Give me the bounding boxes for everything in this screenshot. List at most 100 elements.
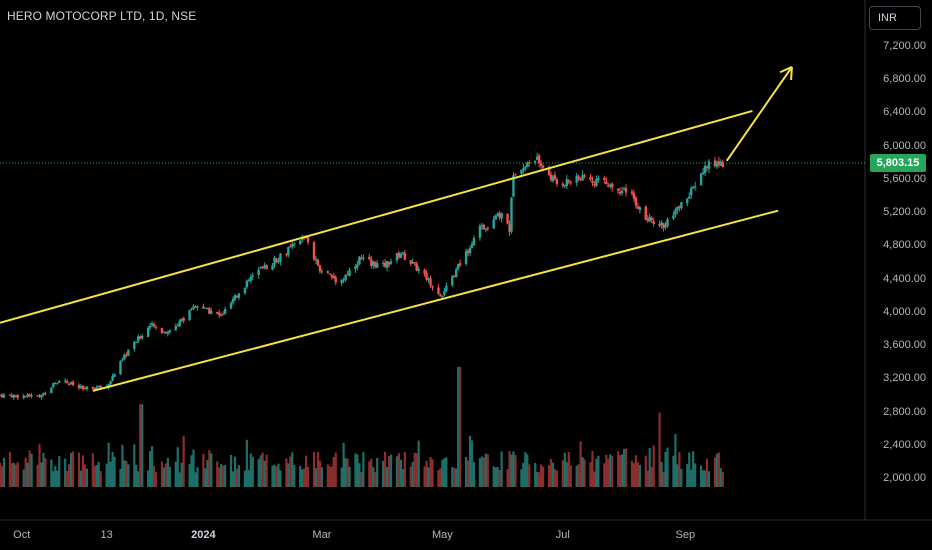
volume-bar <box>320 467 324 487</box>
volume-bar <box>464 456 468 487</box>
volume-bar <box>650 466 653 487</box>
candle <box>0 393 4 399</box>
channel-upper-line[interactable] <box>0 110 753 324</box>
volume-bar <box>721 472 724 487</box>
volume-bar <box>719 468 722 487</box>
candle <box>340 279 343 287</box>
volume-bar <box>593 471 596 487</box>
volume-bar <box>178 472 181 487</box>
volume-bar <box>630 460 634 487</box>
volume-bar <box>160 461 164 487</box>
candle <box>638 205 642 214</box>
candle <box>58 380 61 383</box>
candle <box>652 217 655 227</box>
candle <box>231 296 235 305</box>
candle <box>139 335 142 340</box>
candle <box>634 195 638 209</box>
volume-bar <box>674 433 677 487</box>
candle <box>650 215 653 223</box>
volume-bar <box>589 462 592 487</box>
volume-bar <box>111 451 114 487</box>
volume-bar <box>411 461 414 487</box>
volume-bar <box>251 456 254 487</box>
candle <box>263 262 266 270</box>
candle <box>427 277 430 284</box>
candle <box>415 261 418 272</box>
candle <box>443 287 446 297</box>
candle <box>182 316 185 324</box>
candle <box>597 175 600 183</box>
volume-bar <box>680 468 683 487</box>
candle <box>221 311 225 316</box>
volume-bar <box>360 471 363 487</box>
volume-bar <box>634 455 638 487</box>
volume-bar <box>603 463 606 487</box>
candle <box>194 305 197 309</box>
candle <box>219 312 223 317</box>
candle <box>609 183 612 189</box>
candle <box>291 240 294 250</box>
volume-bar <box>417 440 420 487</box>
volume-bar <box>222 465 225 487</box>
volume-bar <box>77 452 81 487</box>
volume-bar <box>646 470 649 487</box>
volume-bar <box>358 463 361 487</box>
candle <box>693 181 697 191</box>
candle <box>56 382 59 386</box>
volume-bar <box>707 471 711 487</box>
candle <box>533 160 537 165</box>
volume-bar <box>14 464 17 487</box>
candle <box>210 307 213 315</box>
volume-bar <box>148 451 152 487</box>
volume-bar <box>423 466 426 487</box>
volume-bar <box>44 458 47 487</box>
volume-bar <box>69 452 73 487</box>
volume-bar <box>301 469 304 487</box>
candle <box>563 184 567 189</box>
candle <box>372 260 375 270</box>
currency-button[interactable]: INR <box>869 6 921 30</box>
volume-bar <box>611 455 614 487</box>
volume-bar <box>316 451 320 487</box>
candle <box>22 393 25 400</box>
candle <box>413 262 416 267</box>
candle <box>535 152 539 161</box>
volume-bar <box>370 458 373 487</box>
arrow-up-icon[interactable] <box>725 66 793 162</box>
candle <box>30 392 33 399</box>
candle <box>285 253 288 257</box>
volume-bar <box>567 452 570 487</box>
candle <box>492 215 495 230</box>
candle <box>137 334 140 344</box>
candle <box>539 160 543 171</box>
volume-bar <box>91 453 94 487</box>
volume-bar <box>133 444 136 487</box>
volume-bar <box>368 461 371 487</box>
volume-bar <box>583 459 586 487</box>
volume-bar <box>561 460 564 487</box>
candle <box>478 223 482 241</box>
volume-bar <box>243 470 246 487</box>
candle <box>368 253 371 261</box>
drawings <box>0 66 793 392</box>
volume-bar <box>299 465 302 487</box>
candle <box>644 205 647 221</box>
volume-bar <box>540 464 543 487</box>
volume-bar <box>569 465 572 487</box>
volume-bar <box>330 466 333 487</box>
volume-bar <box>470 440 474 487</box>
volume-bar <box>427 467 430 487</box>
channel-lower-line[interactable] <box>92 209 779 392</box>
volume-bar <box>348 466 351 487</box>
volume-bar <box>555 470 559 487</box>
candle <box>69 381 73 385</box>
candle <box>528 160 531 167</box>
candle <box>245 279 249 290</box>
candle <box>674 207 677 218</box>
candle <box>508 220 511 237</box>
price-tick-label: 2,400.00 <box>883 438 926 451</box>
volume-bar <box>395 456 399 487</box>
candle <box>42 392 45 397</box>
price-tick-label: 2,000.00 <box>883 472 926 484</box>
